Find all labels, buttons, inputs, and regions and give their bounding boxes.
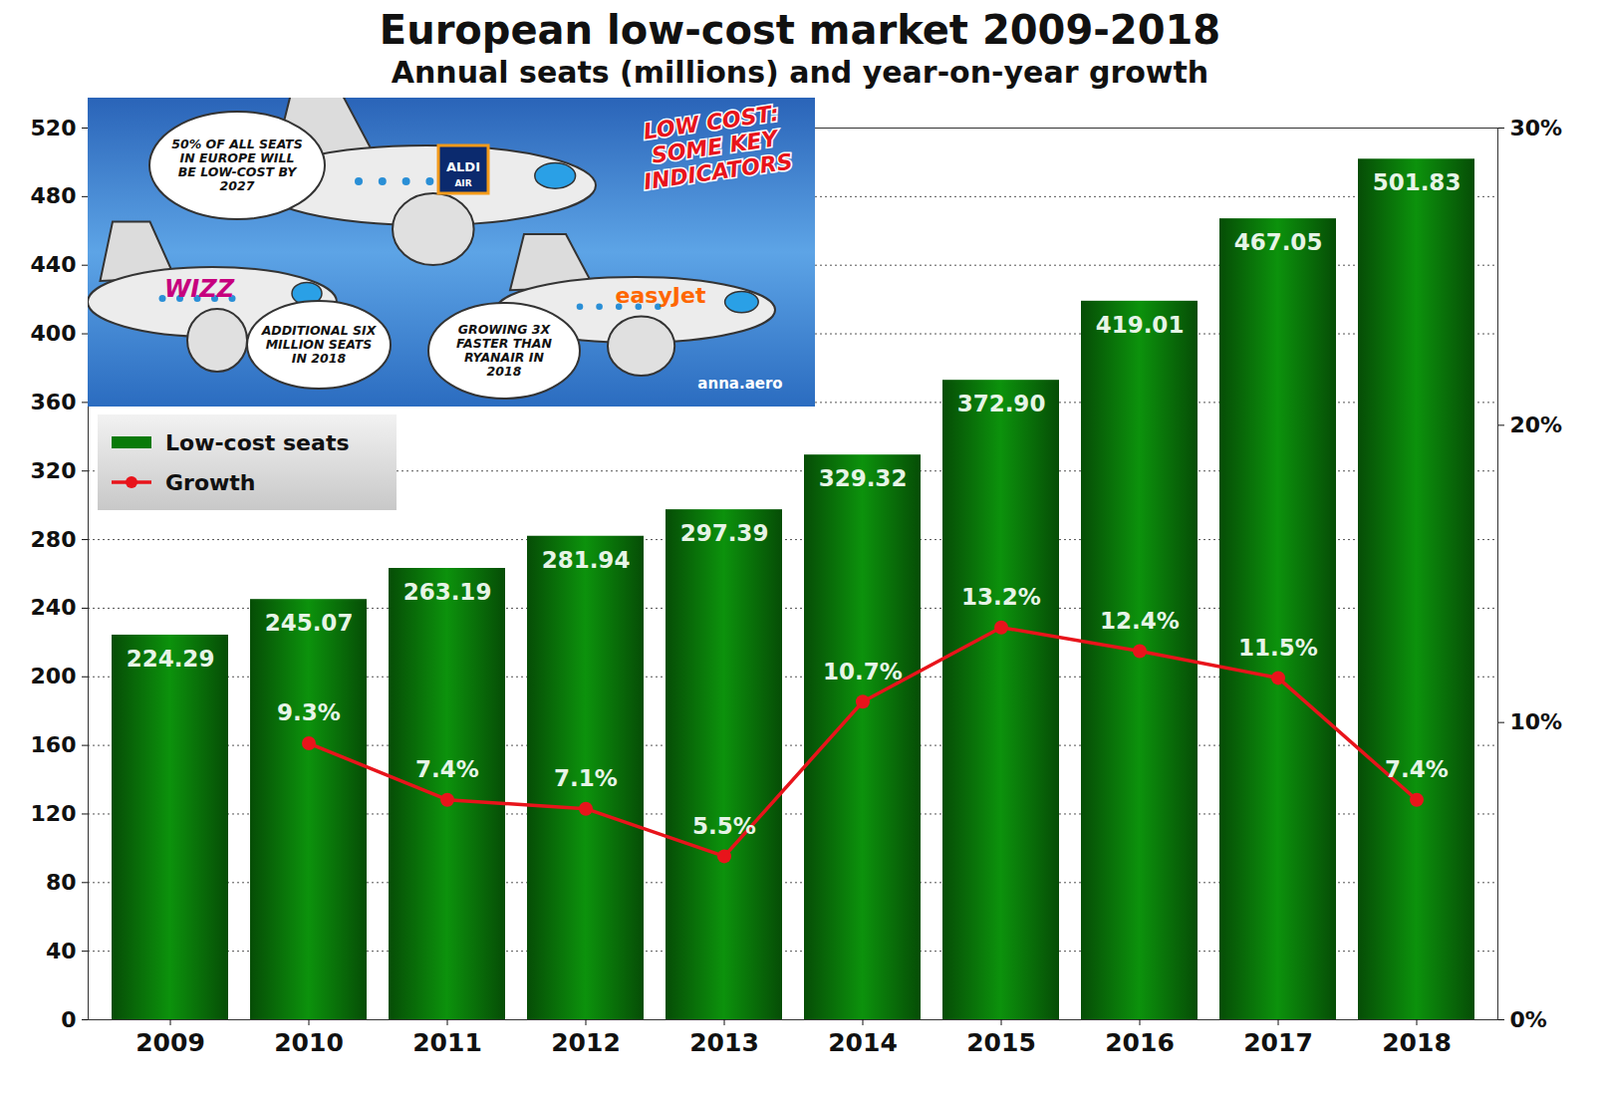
svg-text:2013: 2013 bbox=[689, 1028, 760, 1058]
svg-text:2016: 2016 bbox=[1104, 1028, 1175, 1058]
svg-text:263.19: 263.19 bbox=[403, 578, 493, 605]
svg-text:200: 200 bbox=[30, 663, 77, 689]
svg-text:ADDITIONAL SIXMILLION SEATSIN: ADDITIONAL SIXMILLION SEATSIN 2018 bbox=[261, 322, 378, 366]
svg-text:240: 240 bbox=[30, 594, 77, 620]
svg-text:LOW COST:SOME KEYINDICATORS: LOW COST:SOME KEYINDICATORS bbox=[634, 99, 795, 195]
svg-text:360: 360 bbox=[30, 389, 77, 415]
svg-text:0: 0 bbox=[60, 1007, 76, 1033]
svg-text:520: 520 bbox=[30, 115, 77, 141]
svg-text:245.07: 245.07 bbox=[265, 609, 354, 636]
svg-text:5.5%: 5.5% bbox=[692, 812, 757, 839]
svg-text:372.90: 372.90 bbox=[957, 390, 1047, 417]
html-text:Low-cost seats: Low-cost seats bbox=[165, 429, 350, 455]
svg-text:AIR: AIR bbox=[454, 178, 472, 189]
svg-text:2011: 2011 bbox=[412, 1028, 483, 1058]
svg-text:280: 280 bbox=[30, 527, 77, 552]
svg-text:50% OF ALL SEATSIN EUROPE WILL: 50% OF ALL SEATSIN EUROPE WILLBE LOW-COS… bbox=[171, 136, 302, 194]
svg-text:GROWING 3XFASTER THANRYANAIR I: GROWING 3XFASTER THANRYANAIR IN2018 bbox=[456, 321, 552, 379]
svg-text:ALDI: ALDI bbox=[446, 159, 481, 175]
svg-text:2014: 2014 bbox=[827, 1028, 898, 1058]
svg-text:7.1%: 7.1% bbox=[553, 765, 618, 792]
svg-text:11.5%: 11.5% bbox=[1238, 634, 1319, 661]
svg-text:WIZZ: WIZZ bbox=[164, 274, 236, 303]
svg-text:20%: 20% bbox=[1510, 412, 1564, 438]
svg-text:2018: 2018 bbox=[1381, 1028, 1452, 1058]
svg-text:anna.aero: anna.aero bbox=[697, 374, 783, 393]
svg-text:160: 160 bbox=[30, 732, 77, 758]
svg-text:80: 80 bbox=[45, 869, 77, 895]
svg-text:10.7%: 10.7% bbox=[822, 658, 903, 685]
html-text:Growth: Growth bbox=[165, 469, 256, 495]
svg-text:2009: 2009 bbox=[135, 1028, 206, 1058]
svg-text:30%: 30% bbox=[1510, 115, 1564, 141]
svg-text:2017: 2017 bbox=[1243, 1028, 1314, 1058]
svg-text:40: 40 bbox=[45, 938, 77, 964]
svg-text:7.4%: 7.4% bbox=[415, 756, 480, 783]
svg-text:501.83: 501.83 bbox=[1372, 169, 1462, 196]
html-text:European low-cost market 2009-: European low-cost market 2009-2018 bbox=[379, 6, 1221, 53]
svg-text:400: 400 bbox=[30, 320, 77, 346]
svg-text:2010: 2010 bbox=[273, 1028, 344, 1058]
svg-text:7.4%: 7.4% bbox=[1384, 756, 1449, 783]
svg-text:13.2%: 13.2% bbox=[961, 583, 1042, 610]
svg-text:419.01: 419.01 bbox=[1095, 311, 1185, 338]
svg-text:2015: 2015 bbox=[966, 1028, 1037, 1058]
svg-text:320: 320 bbox=[30, 458, 77, 484]
svg-text:281.94: 281.94 bbox=[541, 546, 631, 573]
svg-text:10%: 10% bbox=[1510, 709, 1564, 735]
svg-text:easyJet: easyJet bbox=[615, 282, 707, 308]
svg-text:9.3%: 9.3% bbox=[276, 699, 341, 726]
svg-text:480: 480 bbox=[30, 183, 77, 209]
html-text:Annual seats (millions) and ye: Annual seats (millions) and year-on-year… bbox=[391, 54, 1209, 90]
svg-text:12.4%: 12.4% bbox=[1099, 607, 1180, 634]
svg-text:224.29: 224.29 bbox=[126, 645, 216, 672]
svg-text:467.05: 467.05 bbox=[1234, 229, 1324, 256]
svg-text:440: 440 bbox=[30, 252, 77, 277]
svg-text:0%: 0% bbox=[1510, 1007, 1548, 1033]
svg-text:120: 120 bbox=[30, 800, 77, 826]
svg-text:2012: 2012 bbox=[550, 1028, 621, 1058]
svg-text:297.39: 297.39 bbox=[680, 520, 770, 546]
svg-text:329.32: 329.32 bbox=[818, 465, 908, 492]
